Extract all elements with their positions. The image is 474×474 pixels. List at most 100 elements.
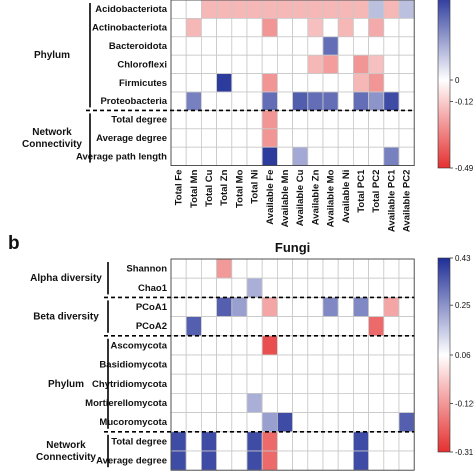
heatmap-cell	[276, 412, 293, 433]
heatmap-cell	[307, 354, 324, 375]
group-label-line: Network	[46, 440, 86, 451]
heatmap-cell	[276, 73, 293, 93]
heatmap-cell	[185, 91, 202, 111]
column-label: Available Fe	[265, 170, 276, 225]
heatmap-cell	[231, 450, 248, 471]
heatmap-cell	[170, 17, 187, 38]
heatmap-cell	[307, 258, 324, 279]
heatmap-cell	[261, 258, 278, 279]
heatmap-cell	[322, 296, 339, 317]
heatmap-cell	[261, 412, 278, 433]
heatmap-cell	[368, 17, 385, 38]
heatmap-cell	[276, 354, 293, 375]
column-label: Available Zn	[310, 169, 321, 225]
heatmap-cell	[337, 316, 354, 337]
heatmap-cell	[322, 373, 339, 394]
heatmap-cell	[246, 431, 263, 452]
heatmap-cell	[200, 17, 217, 38]
heatmap-cell	[246, 296, 263, 317]
heatmap-cell	[261, 296, 278, 317]
heatmap-cell	[276, 36, 293, 56]
heatmap-cell	[261, 277, 278, 298]
row-label: Proteobacteria	[100, 96, 167, 107]
heatmap-cell	[307, 373, 324, 394]
heatmap-cell	[231, 36, 248, 56]
heatmap-cell	[337, 0, 354, 19]
heatmap-cell	[292, 17, 309, 38]
heatmap-cell	[352, 17, 369, 38]
heatmap-cell	[398, 392, 415, 413]
column-label: Total Ni	[250, 170, 261, 204]
heatmap-cell	[352, 450, 369, 471]
heatmap-cell	[383, 73, 400, 93]
heatmap-cell	[216, 17, 233, 38]
heatmap-cell	[368, 412, 385, 433]
heatmap-cell	[200, 54, 217, 75]
row-label: Average degree	[96, 456, 167, 467]
heatmap-cell	[261, 335, 278, 356]
heatmap-cell	[246, 73, 263, 93]
heatmap-cell	[185, 412, 202, 433]
heatmap-cell	[398, 373, 415, 394]
heatmap-cell	[292, 431, 309, 452]
heatmap-cell	[307, 0, 324, 19]
heatmap-cell	[216, 412, 233, 433]
heatmap-cell	[246, 91, 263, 111]
heatmap-cell	[322, 110, 339, 130]
heatmap-cell	[368, 277, 385, 298]
heatmap-cell	[322, 316, 339, 337]
heatmap-cell	[231, 412, 248, 433]
row-label: Firmicutes	[119, 78, 167, 89]
heatmap-cell	[307, 128, 324, 148]
heatmap-cell	[170, 146, 187, 166]
group-label-line: Phylum	[48, 379, 84, 390]
heatmap-cell	[170, 431, 187, 452]
heatmap-cell	[246, 373, 263, 394]
row-label: Chytridiomycota	[92, 379, 168, 390]
colorbar-tick-label: 0.06	[455, 351, 471, 360]
heatmap-cell	[383, 277, 400, 298]
heatmap-cell	[352, 91, 369, 111]
heatmap-cell	[383, 373, 400, 394]
heatmap-cell	[352, 392, 369, 413]
heatmap-cell	[322, 0, 339, 19]
heatmap-cell	[337, 431, 354, 452]
heatmap-cell	[352, 277, 369, 298]
heatmap-cell	[368, 354, 385, 375]
heatmap-cell	[352, 146, 369, 166]
group-label: Phylum	[34, 50, 70, 61]
heatmap-cell	[261, 110, 278, 130]
heatmap-cell	[398, 412, 415, 433]
heatmap-cell	[246, 54, 263, 75]
heatmap-cell	[337, 91, 354, 111]
heatmap-cell	[246, 450, 263, 471]
heatmap-cell	[322, 354, 339, 375]
heatmap-cell	[246, 258, 263, 279]
heatmap-cell	[368, 0, 385, 19]
heatmap-cell	[276, 0, 293, 19]
heatmap-cell	[246, 335, 263, 356]
heatmap-cell	[383, 392, 400, 413]
heatmap-cell	[368, 335, 385, 356]
group-label: Network Connectivity	[36, 440, 96, 463]
heatmap-cell	[352, 73, 369, 93]
heatmap-cell	[383, 110, 400, 130]
heatmap-cell	[368, 91, 385, 111]
heatmap-cell	[261, 373, 278, 394]
heatmap-border	[170, 258, 415, 471]
heatmap-cell	[398, 146, 415, 166]
heatmap-cell	[337, 450, 354, 471]
heatmap-cell	[383, 335, 400, 356]
group-label-line: Connectivity	[22, 139, 82, 150]
heatmap-cell	[200, 354, 217, 375]
heatmap-cell	[200, 146, 217, 166]
heatmap-cell	[368, 110, 385, 130]
heatmap-cell	[383, 0, 400, 19]
heatmap-cell	[383, 316, 400, 337]
chart-title: Fungi	[275, 240, 310, 255]
heatmap-cell	[216, 431, 233, 452]
heatmap-cell	[322, 17, 339, 38]
column-label: Total PC2	[371, 170, 382, 213]
heatmap-cell	[200, 0, 217, 19]
